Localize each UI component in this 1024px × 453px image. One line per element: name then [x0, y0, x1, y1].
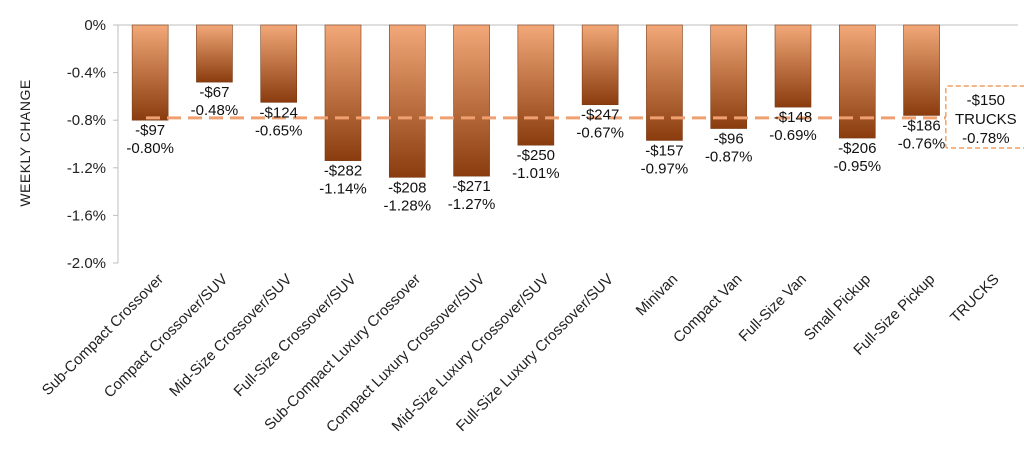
reference-box [945, 85, 1024, 149]
reference-dollar-label: -$150 [967, 92, 1005, 109]
data-label-dollar: -$282 [324, 163, 362, 180]
data-label-percent: -0.67% [576, 125, 624, 142]
data-label-dollar: -$148 [774, 109, 812, 126]
bar [260, 24, 298, 103]
bar [388, 24, 426, 178]
y-axis-title: WEEKLY CHANGE [17, 79, 33, 206]
data-label-percent: -0.76% [898, 135, 946, 152]
category-label: TRUCKS [947, 271, 1003, 327]
data-label-dollar: -$97 [135, 122, 165, 139]
bar [903, 24, 940, 116]
bar [774, 24, 812, 108]
y-tick-label: -0.8% [67, 112, 106, 129]
data-label-dollar: -$67 [199, 84, 229, 101]
category-label: Sub-Compact Crossover [39, 271, 167, 399]
data-label-percent: -0.80% [126, 140, 174, 157]
data-label-percent: -0.65% [255, 122, 303, 139]
bars [131, 24, 940, 178]
bar [196, 24, 233, 83]
data-label-dollar: -$206 [838, 140, 876, 157]
bar [710, 24, 748, 129]
reference-name-label: TRUCKS [955, 111, 1017, 128]
data-label-dollar: -$247 [581, 107, 619, 124]
data-label-percent: -1.01% [512, 165, 560, 182]
data-label-percent: -1.28% [384, 197, 432, 214]
category-label: Compact Crossover/SUV [101, 271, 232, 402]
bar [838, 24, 876, 139]
data-label-dollar: -$157 [645, 142, 683, 159]
data-label-percent: -0.95% [834, 158, 882, 175]
y-tick-label: -1.6% [67, 207, 106, 224]
bar [324, 24, 362, 161]
bar [131, 24, 169, 121]
category-label: Mid-Size Crossover/SUV [166, 271, 295, 400]
y-tick-label: -2.0% [67, 255, 106, 272]
data-labels: -$97-0.80% -$67-0.48% -$124-0.65% -$282-1.1… [126, 84, 1024, 214]
bar [517, 24, 555, 146]
data-label-percent: -1.14% [319, 181, 367, 198]
reference-percent-label: -0.78% [962, 130, 1010, 147]
data-label-percent: -0.97% [641, 160, 689, 177]
data-label-percent: -1.27% [448, 196, 496, 213]
y-axis: 0% -0.4% -0.8% -1.2% -1.6% -2.0% [67, 17, 1018, 272]
y-tick-label: -0.4% [67, 65, 106, 82]
data-label-dollar: -$96 [714, 131, 744, 148]
data-label-percent: -0.48% [191, 102, 239, 119]
category-label: Full-Size Van [736, 271, 810, 345]
category-label: Full-Size Crossover/SUV [231, 271, 360, 400]
data-label-percent: -0.87% [705, 149, 753, 166]
y-tick-label: 0% [84, 17, 106, 34]
data-label-dollar: -$250 [517, 147, 555, 164]
category-label: Minivan [633, 271, 682, 320]
bar [646, 24, 683, 141]
data-label-dollar: -$124 [260, 104, 298, 121]
data-label-dollar: -$271 [452, 178, 490, 195]
data-label-dollar: -$186 [902, 117, 940, 134]
data-label-percent: -0.69% [769, 127, 817, 144]
bar [581, 24, 619, 106]
y-tick-label: -1.2% [67, 160, 106, 177]
data-label-dollar: -$208 [388, 179, 426, 196]
bar [453, 24, 490, 177]
category-label: Compact Van [670, 271, 745, 346]
